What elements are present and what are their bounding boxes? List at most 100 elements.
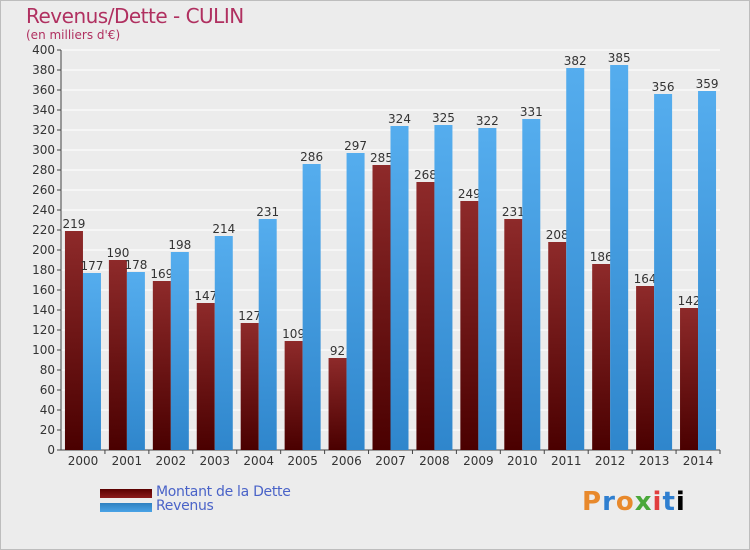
bar-dette <box>328 358 347 450</box>
data-label-revenus: 325 <box>432 111 455 125</box>
bar-dette <box>196 303 215 450</box>
y-tick-label: 360 <box>32 83 55 97</box>
data-label-revenus: 324 <box>388 112 411 126</box>
y-tick-label: 120 <box>32 323 55 337</box>
proxiti-logo: Proxiti <box>582 487 686 517</box>
bar-revenus <box>434 125 453 450</box>
data-label-revenus: 178 <box>124 258 147 272</box>
bar-dette <box>680 308 699 450</box>
bar-revenus <box>566 68 585 450</box>
data-label-revenus: 231 <box>256 205 279 219</box>
bar-revenus <box>478 128 497 450</box>
bar-revenus <box>214 236 233 450</box>
y-tick-label: 240 <box>32 203 55 217</box>
chart-title: Revenus/Dette - CULIN <box>26 4 244 28</box>
bar-dette <box>504 219 523 450</box>
y-tick-label: 140 <box>32 303 55 317</box>
data-label-dette: 142 <box>678 294 701 308</box>
data-label-dette: 127 <box>238 309 261 323</box>
y-tick-label: 280 <box>32 163 55 177</box>
bar-revenus <box>346 153 365 450</box>
data-label-revenus: 286 <box>300 150 323 164</box>
data-label-dette: 164 <box>634 272 657 286</box>
chart-subtitle: (en milliers d'€) <box>26 28 121 42</box>
bar-dette <box>152 281 171 450</box>
y-tick-label: 320 <box>32 123 55 137</box>
x-tick-label: 2003 <box>199 454 230 468</box>
logo-letter: i <box>675 487 686 517</box>
y-tick-label: 340 <box>32 103 55 117</box>
bar-revenus <box>522 119 541 450</box>
bar-revenus <box>698 91 717 450</box>
bar-revenus <box>126 272 145 450</box>
data-label-revenus: 177 <box>81 259 104 273</box>
bar-revenus <box>302 164 321 450</box>
y-tick-label: 380 <box>32 63 55 77</box>
bar-dette <box>108 260 127 450</box>
legend-label-revenus: Revenus <box>156 498 214 514</box>
data-label-dette: 92 <box>330 344 345 358</box>
data-label-dette: 285 <box>370 151 393 165</box>
y-tick-label: 220 <box>32 223 55 237</box>
legend-label-dette: Montant de la Dette <box>156 484 291 500</box>
y-tick-label: 100 <box>32 343 55 357</box>
bar-dette <box>460 201 479 450</box>
x-tick-label: 2009 <box>463 454 494 468</box>
x-tick-label: 2007 <box>375 454 406 468</box>
x-tick-label: 2001 <box>112 454 143 468</box>
x-tick-label: 2000 <box>68 454 99 468</box>
y-tick-label: 80 <box>40 363 55 377</box>
data-label-dette: 268 <box>414 168 437 182</box>
bar-dette <box>416 182 435 450</box>
bar-revenus <box>390 126 409 450</box>
logo-letter: P <box>582 487 603 517</box>
x-tick-label: 2013 <box>639 454 670 468</box>
x-tick-label: 2010 <box>507 454 538 468</box>
y-tick-label: 300 <box>32 143 55 157</box>
y-tick-label: 60 <box>40 383 55 397</box>
data-label-revenus: 356 <box>652 80 675 94</box>
data-label-revenus: 297 <box>344 139 367 153</box>
y-tick-label: 200 <box>32 243 55 257</box>
y-tick-label: 0 <box>47 443 55 457</box>
x-tick-label: 2012 <box>595 454 626 468</box>
data-label-dette: 186 <box>590 250 613 264</box>
bar-dette <box>284 341 303 450</box>
data-label-revenus: 322 <box>476 114 499 128</box>
data-label-dette: 147 <box>194 289 217 303</box>
y-tick-label: 180 <box>32 263 55 277</box>
logo-letter: o <box>615 487 635 517</box>
bar-revenus <box>258 219 277 450</box>
y-tick-label: 20 <box>40 423 55 437</box>
bar-revenus <box>170 252 189 450</box>
bar-revenus <box>654 94 673 450</box>
data-label-dette: 249 <box>458 187 481 201</box>
data-label-revenus: 198 <box>168 238 191 252</box>
data-label-revenus: 382 <box>564 54 587 68</box>
x-tick-label: 2002 <box>156 454 187 468</box>
y-tick-label: 160 <box>32 283 55 297</box>
logo-letter: i <box>652 487 663 517</box>
y-tick-label: 40 <box>40 403 55 417</box>
data-label-dette: 231 <box>502 205 525 219</box>
bar-revenus <box>82 273 101 450</box>
data-label-revenus: 214 <box>212 222 235 236</box>
x-tick-label: 2014 <box>683 454 714 468</box>
logo-letter: t <box>662 487 676 517</box>
data-label-dette: 109 <box>282 327 305 341</box>
y-tick-label: 400 <box>32 43 55 57</box>
logo-letter: r <box>602 487 616 517</box>
bar-dette <box>372 165 391 450</box>
legend-swatch-revenus <box>100 503 152 512</box>
data-label-revenus: 331 <box>520 105 543 119</box>
data-label-revenus: 359 <box>696 77 719 91</box>
data-label-dette: 219 <box>63 217 86 231</box>
data-label-dette: 169 <box>150 267 173 281</box>
data-label-dette: 190 <box>106 246 129 260</box>
logo-letter: x <box>634 487 653 517</box>
bar-dette <box>240 323 259 450</box>
bar-dette <box>592 264 611 450</box>
data-label-revenus: 385 <box>608 51 631 65</box>
x-tick-label: 2005 <box>287 454 318 468</box>
